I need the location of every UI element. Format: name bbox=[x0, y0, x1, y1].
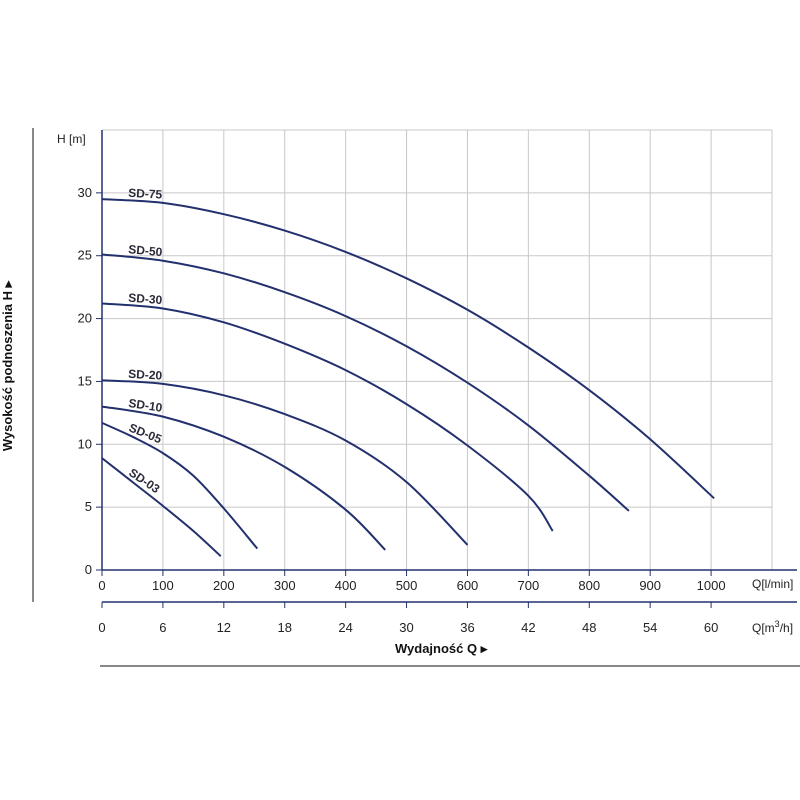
y-tick-label: 5 bbox=[85, 499, 92, 514]
curve-label-sd-50: SD-50 bbox=[128, 242, 163, 259]
x-tick-label: 100 bbox=[152, 578, 174, 593]
y-tick-label: 0 bbox=[85, 562, 92, 577]
y-unit-label: H [m] bbox=[57, 132, 86, 146]
curve-label-sd-30: SD-30 bbox=[128, 291, 163, 307]
x2-tick-label: 54 bbox=[643, 620, 657, 635]
y-tick-label: 30 bbox=[78, 185, 92, 200]
curve-sd-20 bbox=[101, 379, 469, 546]
pump-curves bbox=[101, 198, 715, 557]
x2-tick-label: 36 bbox=[460, 620, 474, 635]
curve-label-sd-10: SD-10 bbox=[128, 396, 164, 415]
curve-label-sd-75: SD-75 bbox=[128, 186, 163, 202]
x2-tick-label: 12 bbox=[217, 620, 231, 635]
x-tick-label: 0 bbox=[98, 578, 105, 593]
y-tick-label: 20 bbox=[78, 311, 92, 326]
x-tick-label: 700 bbox=[518, 578, 540, 593]
x2-tick-label: 6 bbox=[159, 620, 166, 635]
x-tick-label: 900 bbox=[639, 578, 661, 593]
y-tick-label: 25 bbox=[78, 248, 92, 263]
x2-tick-label: 60 bbox=[704, 620, 718, 635]
x2-tick-label: 30 bbox=[399, 620, 413, 635]
curve-label-sd-20: SD-20 bbox=[128, 367, 163, 383]
curve-sd-50 bbox=[101, 253, 630, 512]
x2-unit-label: Q[m3/h] bbox=[752, 619, 793, 635]
curve-sd-10 bbox=[101, 405, 386, 551]
x2-tick-label: 48 bbox=[582, 620, 596, 635]
y-tick-label: 15 bbox=[78, 373, 92, 388]
x2-tick-label: 0 bbox=[98, 620, 105, 635]
x-tick-label: 800 bbox=[578, 578, 600, 593]
y-tick-label: 10 bbox=[78, 436, 92, 451]
x-tick-label: 200 bbox=[213, 578, 235, 593]
x-tick-label: 600 bbox=[457, 578, 479, 593]
axes bbox=[96, 130, 797, 608]
x-tick-label: 300 bbox=[274, 578, 296, 593]
x2-tick-label: 42 bbox=[521, 620, 535, 635]
curve-sd-03 bbox=[101, 457, 222, 557]
curve-sd-75 bbox=[101, 198, 715, 500]
curve-sd-05 bbox=[101, 421, 259, 550]
grid bbox=[102, 129, 773, 570]
x2-tick-label: 24 bbox=[338, 620, 352, 635]
x-tick-label: 400 bbox=[335, 578, 357, 593]
x-tick-label: 500 bbox=[396, 578, 418, 593]
curve-sd-30 bbox=[101, 302, 554, 532]
x-unit-label: Q[l/min] bbox=[752, 577, 793, 591]
x-tick-label: 1000 bbox=[697, 578, 726, 593]
x2-tick-label: 18 bbox=[277, 620, 291, 635]
x-axis-title: Wydajność Q ▸ bbox=[395, 641, 489, 656]
y-axis-title: Wysokość podnoszenia H ▸ bbox=[0, 279, 15, 451]
